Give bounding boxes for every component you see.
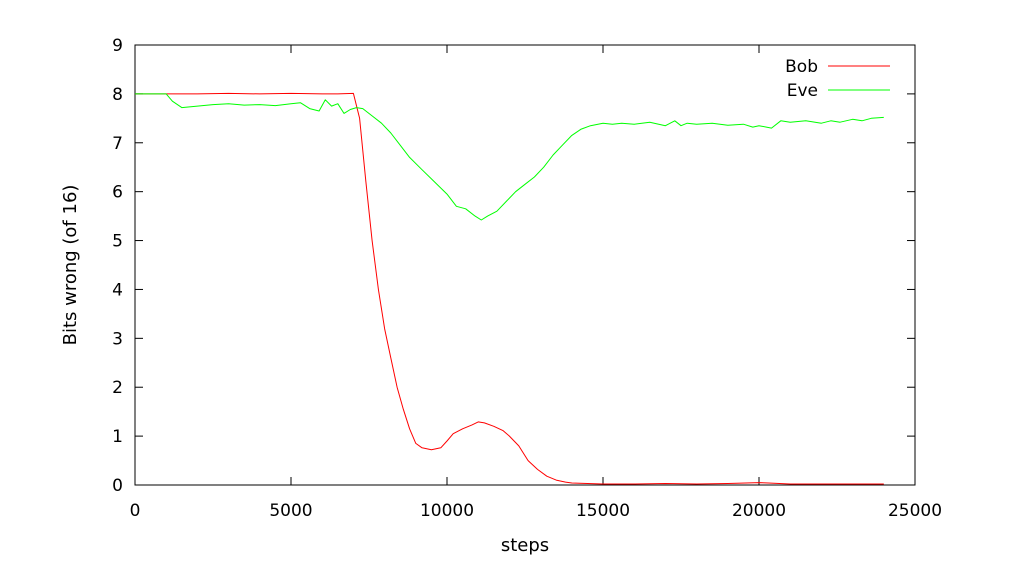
y-tick-label: 9 xyxy=(112,36,123,56)
y-tick-label: 2 xyxy=(112,378,123,398)
y-tick-label: 4 xyxy=(112,280,123,300)
x-tick-label: 10000 xyxy=(420,501,474,521)
y-tick-label: 0 xyxy=(112,476,123,496)
y-tick-label: 8 xyxy=(112,85,123,105)
x-tick-label: 20000 xyxy=(732,501,786,521)
plot-border xyxy=(134,44,916,486)
series-line-eve xyxy=(135,93,884,221)
y-axis-title: Bits wrong (of 16) xyxy=(60,185,81,346)
series-line-bob xyxy=(135,92,884,485)
plot-frame xyxy=(134,44,916,486)
y-tick-label: 1 xyxy=(112,427,123,447)
legend: Bob Eve xyxy=(785,57,890,101)
x-axis: 0 5000 10000 15000 20000 25000 xyxy=(130,45,942,521)
y-tick-label: 7 xyxy=(112,134,123,154)
y-tick-label: 3 xyxy=(112,329,123,349)
y-tick-label: 5 xyxy=(112,232,123,252)
x-tick-label: 15000 xyxy=(576,501,630,521)
y-tick-label: 6 xyxy=(112,183,123,203)
x-tick-label: 25000 xyxy=(888,501,942,521)
x-tick-label: 5000 xyxy=(269,501,312,521)
series-layer xyxy=(135,92,884,485)
x-axis-title: steps xyxy=(501,535,549,556)
legend-label-eve: Eve xyxy=(787,81,818,101)
y-axis: 0 1 2 3 4 5 6 7 8 9 xyxy=(112,36,915,496)
x-tick-label: 0 xyxy=(130,501,141,521)
legend-label-bob: Bob xyxy=(785,57,818,77)
